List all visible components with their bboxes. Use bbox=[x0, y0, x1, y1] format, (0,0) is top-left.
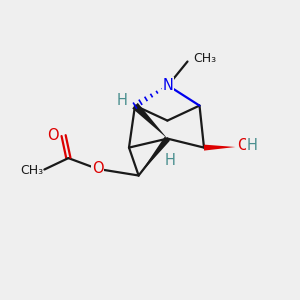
Polygon shape bbox=[204, 145, 236, 151]
Text: H: H bbox=[165, 153, 176, 168]
Text: H: H bbox=[247, 138, 258, 153]
Text: O: O bbox=[92, 161, 103, 176]
Text: O: O bbox=[237, 138, 249, 153]
Polygon shape bbox=[132, 103, 167, 139]
Text: CH₃: CH₃ bbox=[194, 52, 217, 65]
Text: H: H bbox=[117, 93, 128, 108]
Polygon shape bbox=[139, 136, 170, 176]
Text: CH₃: CH₃ bbox=[20, 164, 43, 178]
Text: O: O bbox=[47, 128, 59, 143]
Text: N: N bbox=[163, 78, 173, 93]
